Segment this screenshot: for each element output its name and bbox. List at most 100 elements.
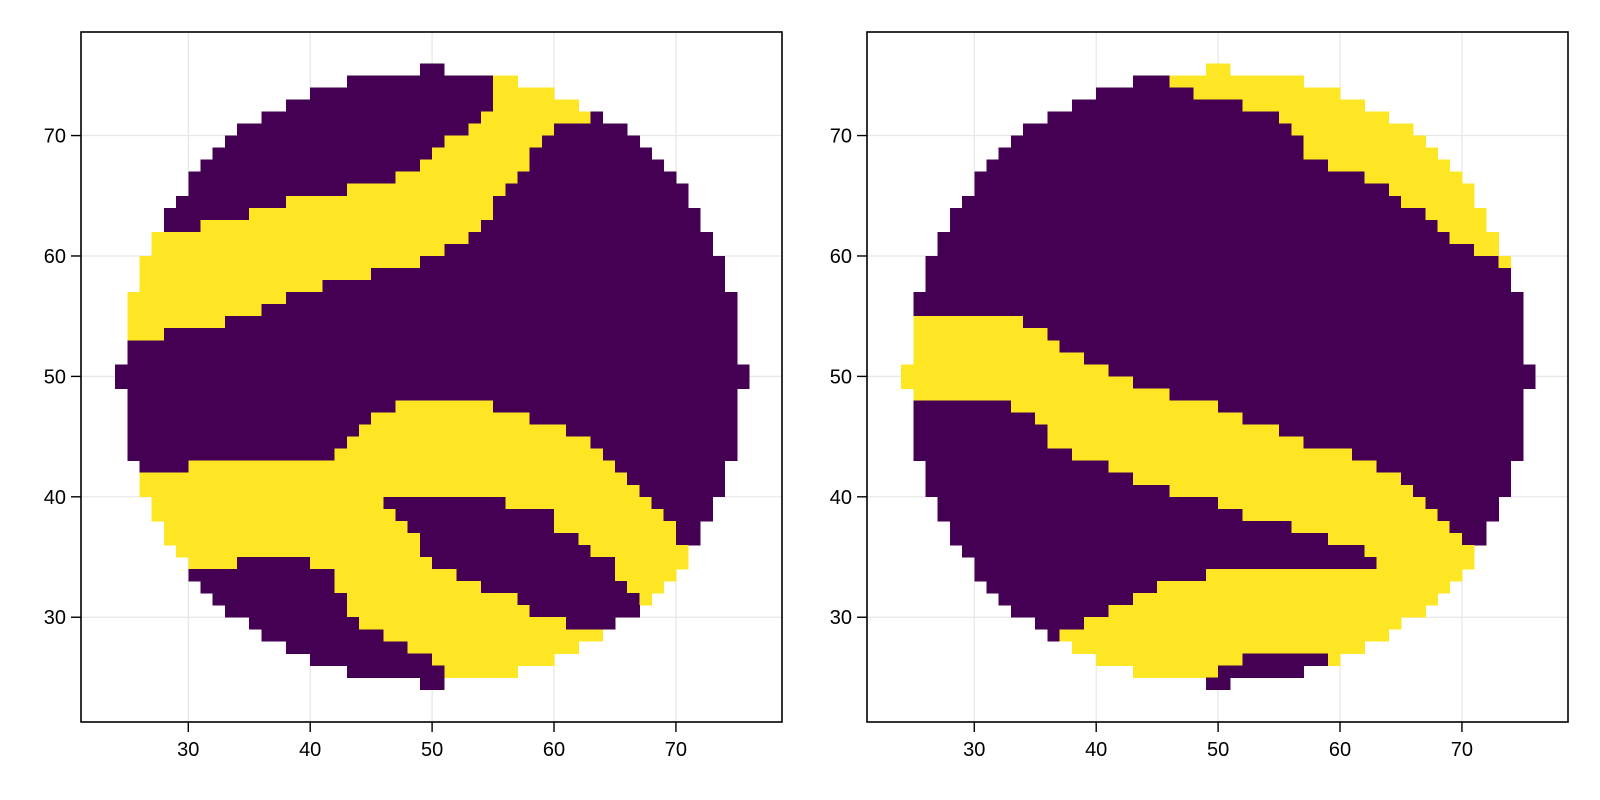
cell-run-low xyxy=(925,460,1109,474)
cell-run-low xyxy=(224,135,445,149)
cell-run-low xyxy=(962,195,1402,209)
cell-run-low xyxy=(974,557,1377,570)
cell-run-low xyxy=(419,677,445,690)
cell-run-high xyxy=(139,484,640,498)
y-tick-label: 70 xyxy=(44,126,66,148)
cell-run-high xyxy=(1303,135,1426,149)
cell-run-high xyxy=(1169,75,1304,88)
cell-run-high xyxy=(334,581,482,594)
cell-run-high xyxy=(334,569,457,582)
cell-run-low xyxy=(517,171,677,185)
cell-run-low xyxy=(1010,605,1109,618)
x-axis: 30 40 50 60 70 xyxy=(177,722,687,761)
cell-run-high xyxy=(346,605,531,618)
cell-run-high xyxy=(407,641,579,654)
cell-run-low xyxy=(602,448,738,462)
cell-run-high xyxy=(614,569,677,582)
x-tick-label: 40 xyxy=(299,739,321,761)
cell-run-low xyxy=(1169,388,1524,401)
cell-run-high xyxy=(163,532,421,546)
cell-run-high xyxy=(1474,243,1499,257)
y-tick-label: 40 xyxy=(830,487,852,509)
cell-run-high xyxy=(151,243,445,257)
cell-run-low xyxy=(925,255,1499,269)
cell-run-low xyxy=(974,171,1365,185)
cell-run-low xyxy=(529,159,665,173)
cell-run-low xyxy=(127,400,396,413)
cell-run-low xyxy=(974,183,1390,197)
cell-run-high xyxy=(590,544,689,558)
cell-run-low xyxy=(1352,448,1524,462)
cell-run-low xyxy=(493,400,738,413)
cell-run-high xyxy=(1193,87,1341,100)
cell-run-high xyxy=(913,340,1061,353)
cell-run-low xyxy=(407,520,555,534)
cell-run-low xyxy=(371,268,726,281)
cell-run-low xyxy=(432,557,616,570)
cell-run-low xyxy=(163,219,201,233)
cell-run-low xyxy=(188,183,348,197)
cell-run-high xyxy=(285,195,494,209)
cell-run-high xyxy=(444,665,518,678)
heatmap-cells xyxy=(115,63,750,690)
cell-run-high xyxy=(432,147,531,161)
cell-run-low xyxy=(1132,75,1170,88)
cell-run-high xyxy=(639,593,652,606)
cell-run-low xyxy=(456,569,616,582)
cell-run-low xyxy=(1242,412,1524,425)
cell-run-low xyxy=(1096,87,1195,100)
left-heatmap-axes: 30 40 50 60 70 30 40 50 60 70 xyxy=(44,31,783,761)
cell-run-high xyxy=(310,557,433,570)
cell-run-low xyxy=(322,280,726,293)
cell-run-low xyxy=(1218,665,1304,678)
cell-run-low xyxy=(346,665,445,678)
cell-run-high xyxy=(188,460,616,474)
cell-run-high xyxy=(1498,255,1512,269)
cell-run-high xyxy=(383,629,604,642)
cell-run-low xyxy=(383,496,506,510)
x-tick-label: 40 xyxy=(1085,739,1107,761)
cell-run-low xyxy=(529,412,738,425)
cell-run-low xyxy=(1010,135,1304,149)
cell-run-high xyxy=(1303,147,1438,161)
cell-run-low xyxy=(493,207,701,221)
cell-run-low xyxy=(541,135,640,149)
cell-run-low xyxy=(419,544,591,558)
cell-run-high xyxy=(1364,544,1475,558)
cell-run-high xyxy=(1071,448,1353,462)
cell-run-high xyxy=(1205,63,1231,76)
cell-run-high xyxy=(1218,496,1426,510)
cell-run-high xyxy=(127,316,226,329)
cell-run-low xyxy=(127,388,738,401)
cell-run-low xyxy=(127,352,738,365)
cell-run-high xyxy=(1279,111,1390,124)
cell-run-high xyxy=(395,400,494,413)
cell-run-low xyxy=(529,147,652,161)
cell-run-low xyxy=(590,111,604,124)
cell-run-high xyxy=(1132,665,1219,678)
cell-run-high xyxy=(913,316,1024,329)
cell-run-high xyxy=(151,496,384,510)
cell-run-low xyxy=(1035,617,1085,630)
y-tick-label: 30 xyxy=(830,607,852,629)
cell-run-high xyxy=(901,364,1109,377)
cell-run-low xyxy=(913,412,1036,425)
cell-run-high xyxy=(1132,472,1402,486)
cell-run-low xyxy=(554,123,628,136)
cell-run-low xyxy=(237,557,311,570)
cell-run-low xyxy=(998,593,1134,606)
cell-run-low xyxy=(1047,111,1280,124)
y-tick-label: 40 xyxy=(44,487,66,509)
cell-run-low xyxy=(913,292,1524,305)
x-tick-label: 30 xyxy=(963,739,985,761)
cell-run-high xyxy=(1449,231,1499,245)
cell-run-low xyxy=(127,340,738,353)
cell-run-low xyxy=(285,99,494,112)
cell-run-high xyxy=(627,581,665,594)
cell-run-low xyxy=(1413,484,1512,498)
cell-run-low xyxy=(925,484,1170,498)
cell-run-low xyxy=(285,641,409,654)
cell-run-high xyxy=(346,593,518,606)
cell-run-high xyxy=(1010,400,1219,413)
cell-run-low xyxy=(1132,376,1536,389)
